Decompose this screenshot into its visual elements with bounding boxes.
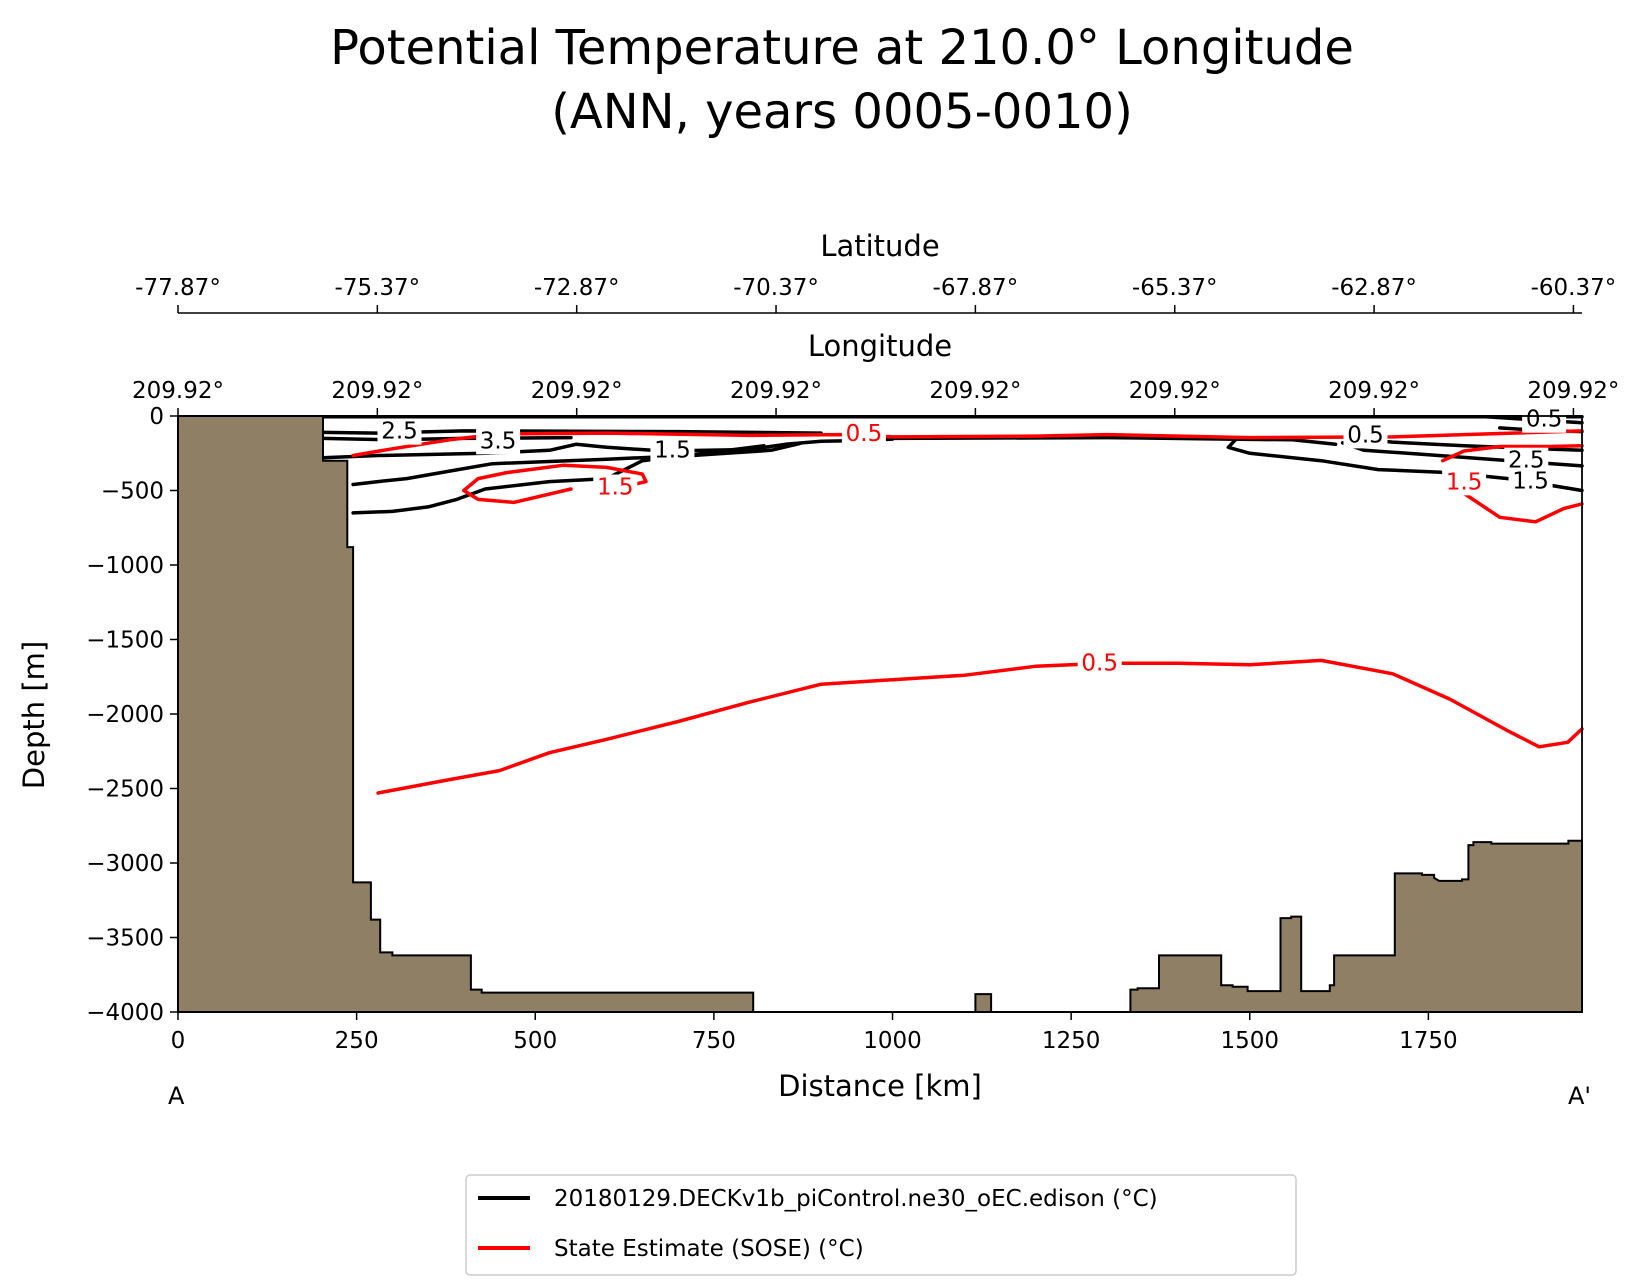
x-tick-label-1: 250 — [335, 1028, 379, 1054]
x-tick-label-3: 750 — [692, 1028, 736, 1054]
model-contour-1.5-4 — [351, 441, 802, 487]
model-clabel-0: 2.5 — [381, 419, 418, 445]
model-contour-2.5-1 — [321, 429, 823, 435]
y-tick-label-6: −3000 — [86, 851, 164, 877]
plot-area: 2.5 3.5 1.50.50.52.51.50.51.50.51.5 — [177, 406, 1584, 1013]
lon-tick-label-0: 209.92° — [132, 378, 224, 404]
reference-clabel-bg-1 — [593, 474, 638, 501]
y-axis: 0 −500 −1000 −1500 −2000 −2500 −3000 −3500 −4000 — [86, 404, 178, 1026]
chart-title-line-2: (ANN, years 0005-0010) — [551, 84, 1133, 140]
x-tick-label-0: 0 — [171, 1028, 186, 1054]
y-tick-label-7: −3500 — [86, 926, 164, 952]
legend-label-reference: State Estimate (SOSE) (°C) — [554, 1236, 864, 1262]
x-tick-label-4: 1000 — [863, 1028, 922, 1054]
model-clabel-2: 1.5 — [654, 437, 691, 463]
lon-tick-label-5: 209.92° — [1129, 378, 1221, 404]
reference-contour-1.5-1 — [462, 463, 648, 505]
reference-clabel-bg-3 — [1442, 469, 1487, 496]
latitude-axis: -77.87° -75.37° -72.87° -70.37° -67.87° -65.3… — [135, 275, 1616, 313]
y-tick-label-5: −2500 — [86, 777, 164, 803]
lat-tick-label-6: -62.87° — [1331, 275, 1417, 301]
reference-clabel-1: 1.5 — [597, 475, 634, 501]
x-tick-label-7: 1750 — [1399, 1028, 1458, 1054]
model-clabel-6: 1.5 — [1512, 469, 1549, 495]
model-clabel-bg-1 — [476, 428, 521, 455]
model-clabel-3: 0.5 — [1347, 422, 1384, 448]
reference-clabel-bg-0 — [841, 420, 886, 447]
model-clabel-4: 0.5 — [1526, 407, 1563, 433]
model-clabel-bg-4 — [1522, 406, 1567, 433]
x-tick-label-2: 500 — [513, 1028, 557, 1054]
latitude-axis-label: Latitude — [820, 229, 939, 263]
lat-tick-label-3: -70.37° — [733, 275, 819, 301]
start-label: A — [168, 1082, 185, 1110]
x-axis-label: Distance [km] — [778, 1069, 982, 1103]
y-tick-label-3: −1500 — [86, 628, 164, 654]
lat-tick-label-4: -67.87° — [933, 275, 1019, 301]
model-contour-0.5-6 — [890, 435, 1338, 447]
x-tick-label-6: 1500 — [1220, 1028, 1279, 1054]
y-axis-label: Depth [m] — [17, 641, 51, 789]
legend: 20180129.DECKv1b_piControl.ne30_oEC.edis… — [465, 1174, 1297, 1276]
y-tick-label-1: −500 — [101, 479, 164, 505]
model-clabel-bg-6 — [1508, 468, 1553, 495]
x-tick-label-5: 1250 — [1042, 1028, 1101, 1054]
model-clabel-1: 3.5 — [480, 428, 517, 454]
lon-tick-label-6: 209.92° — [1328, 378, 1420, 404]
longitude-axis-label: Longitude — [808, 329, 952, 363]
lat-tick-label-1: -75.37° — [335, 275, 421, 301]
reference-contour-0.5-4 — [376, 658, 1584, 795]
reference-contour-1.5-2 — [1440, 444, 1584, 463]
end-label: A' — [1568, 1082, 1591, 1110]
model-contour-0.5-7 — [1226, 438, 1584, 493]
x-axis: 0 250 500 750 1000 1250 1500 1750 — [171, 1012, 1458, 1054]
chart-title-line-1: Potential Temperature at 210.0° Longitud… — [330, 20, 1354, 76]
lon-tick-label-7: 209.92° — [1527, 378, 1619, 404]
longitude-axis: 209.92° 209.92° 209.92° 209.92° 209.92° 209.9… — [132, 378, 1619, 416]
reference-clabel-2: 0.5 — [1081, 650, 1118, 676]
lat-tick-label-0: -77.87° — [135, 275, 221, 301]
lat-tick-label-5: -65.37° — [1132, 275, 1218, 301]
model-contour-1.5-3 — [321, 437, 895, 460]
legend-label-model: 20180129.DECKv1b_piControl.ne30_oEC.edis… — [554, 1186, 1158, 1212]
reference-clabel-0: 0.5 — [846, 421, 883, 447]
plot-frame — [177, 415, 1583, 1013]
lon-tick-label-3: 209.92° — [730, 378, 822, 404]
legend-frame — [465, 1174, 1297, 1276]
lat-tick-label-2: -72.87° — [534, 275, 620, 301]
model-clabel-bg-3 — [1343, 422, 1388, 449]
y-tick-label-2: −1000 — [86, 553, 164, 579]
bathymetry — [177, 415, 1583, 1013]
lat-tick-label-7: -60.37° — [1531, 275, 1617, 301]
model-clabel-bg-2 — [650, 437, 695, 464]
y-tick-label-4: −2000 — [86, 702, 164, 728]
lon-tick-label-2: 209.92° — [531, 378, 623, 404]
lon-tick-label-1: 209.92° — [331, 378, 423, 404]
reference-clabel-bg-2 — [1077, 650, 1122, 677]
model-clabel-bg-0 — [377, 418, 422, 445]
lon-tick-label-4: 209.92° — [929, 378, 1021, 404]
reference-clabel-3: 1.5 — [1446, 469, 1483, 495]
y-tick-label-8: −4000 — [86, 1000, 164, 1026]
y-tick-label-0: 0 — [149, 404, 164, 430]
